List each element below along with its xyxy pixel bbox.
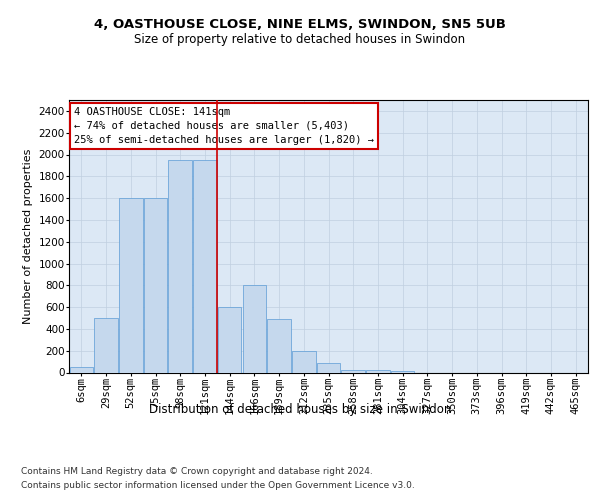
Text: 4 OASTHOUSE CLOSE: 141sqm
← 74% of detached houses are smaller (5,403)
25% of se: 4 OASTHOUSE CLOSE: 141sqm ← 74% of detac… — [74, 107, 374, 145]
Y-axis label: Number of detached properties: Number of detached properties — [23, 148, 33, 324]
Bar — [70, 367, 93, 372]
Bar — [366, 370, 389, 372]
Bar — [292, 350, 316, 372]
Bar — [268, 319, 291, 372]
Text: Contains HM Land Registry data © Crown copyright and database right 2024.: Contains HM Land Registry data © Crown c… — [21, 468, 373, 476]
Bar — [144, 198, 167, 372]
Text: 4, OASTHOUSE CLOSE, NINE ELMS, SWINDON, SN5 5UB: 4, OASTHOUSE CLOSE, NINE ELMS, SWINDON, … — [94, 18, 506, 30]
Bar — [218, 307, 241, 372]
Bar — [169, 160, 192, 372]
Bar — [94, 318, 118, 372]
Bar — [119, 198, 143, 372]
Text: Size of property relative to detached houses in Swindon: Size of property relative to detached ho… — [134, 32, 466, 46]
Bar — [341, 370, 365, 372]
Text: Contains public sector information licensed under the Open Government Licence v3: Contains public sector information licen… — [21, 481, 415, 490]
Text: Distribution of detached houses by size in Swindon: Distribution of detached houses by size … — [149, 402, 451, 415]
Bar — [193, 160, 217, 372]
Bar — [242, 286, 266, 372]
Bar — [317, 362, 340, 372]
